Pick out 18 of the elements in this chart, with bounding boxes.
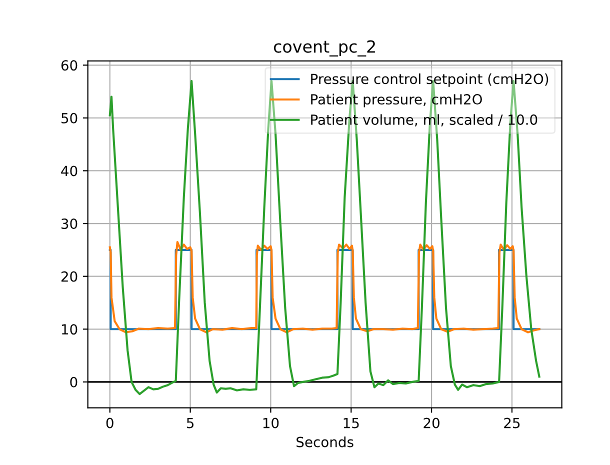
legend-label: Patient pressure, cmH2O: [311, 94, 482, 108]
x-tick-label: 10: [263, 418, 279, 428]
x-tick-label: 25: [504, 418, 520, 428]
x-tick-label: 20: [424, 418, 440, 428]
legend-label: Patient volume, ml, scaled / 10.0: [311, 114, 538, 126]
x-tick-label: 5: [186, 418, 194, 428]
y-tick-label: 40: [61, 166, 78, 176]
x-tick-label: 0: [106, 418, 114, 428]
y-tick-label: 20: [61, 271, 78, 282]
y-tick-label: 30: [62, 218, 78, 230]
y-tick-label: 60: [61, 60, 78, 71]
x-tick-label: 15: [344, 418, 359, 428]
chart-title: covent_pc_2: [274, 40, 375, 57]
y-tick-label: 50: [62, 112, 78, 124]
x-axis-title: Seconds: [296, 436, 354, 448]
y-tick-label: 0: [70, 376, 78, 388]
legend-label: Pressure control setpoint (cmH2O): [311, 73, 548, 87]
y-tick-label: 10: [62, 324, 78, 335]
